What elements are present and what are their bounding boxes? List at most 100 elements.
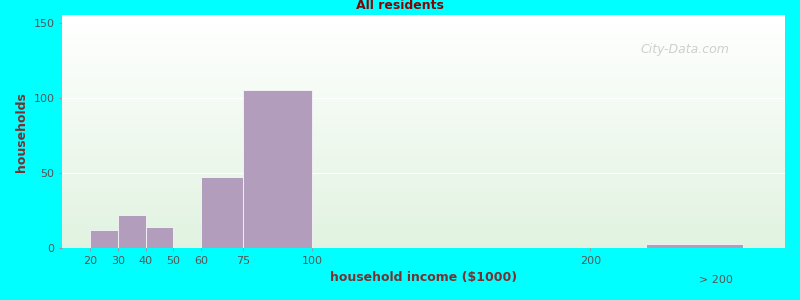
Bar bbox=[62, 231, 785, 232]
Bar bbox=[62, 211, 785, 212]
Y-axis label: households: households bbox=[15, 92, 28, 172]
Bar bbox=[62, 105, 785, 106]
Bar bbox=[62, 214, 785, 215]
Bar bbox=[62, 45, 785, 46]
Bar bbox=[62, 61, 785, 63]
Bar bbox=[62, 122, 785, 123]
Bar bbox=[62, 77, 785, 78]
Bar bbox=[62, 133, 785, 134]
Bar bbox=[62, 21, 785, 22]
Bar bbox=[62, 106, 785, 107]
Bar bbox=[62, 218, 785, 219]
Bar bbox=[62, 246, 785, 247]
Bar bbox=[62, 188, 785, 189]
Bar bbox=[62, 176, 785, 177]
Bar bbox=[62, 26, 785, 27]
Bar bbox=[62, 137, 785, 139]
Bar bbox=[62, 190, 785, 191]
Bar bbox=[62, 64, 785, 65]
Bar bbox=[62, 199, 785, 200]
Bar bbox=[62, 68, 785, 69]
Bar bbox=[62, 182, 785, 183]
Bar bbox=[62, 103, 785, 105]
Bar bbox=[62, 38, 785, 40]
Bar bbox=[62, 28, 785, 29]
Bar bbox=[62, 72, 785, 73]
Bar bbox=[62, 120, 785, 121]
Bar bbox=[62, 99, 785, 100]
Text: City-Data.com: City-Data.com bbox=[641, 43, 730, 56]
Bar bbox=[62, 58, 785, 59]
Bar bbox=[62, 127, 785, 128]
Bar bbox=[62, 29, 785, 30]
Bar bbox=[62, 196, 785, 197]
Bar bbox=[62, 90, 785, 91]
Bar bbox=[62, 143, 785, 144]
Bar bbox=[62, 240, 785, 241]
Bar bbox=[62, 97, 785, 98]
Bar bbox=[62, 20, 785, 21]
Bar bbox=[62, 34, 785, 35]
Bar bbox=[62, 70, 785, 71]
Bar bbox=[62, 22, 785, 23]
Bar bbox=[62, 224, 785, 225]
Bar bbox=[62, 31, 785, 32]
Bar bbox=[62, 95, 785, 97]
Bar bbox=[62, 53, 785, 55]
Bar bbox=[62, 27, 785, 28]
Bar bbox=[62, 192, 785, 194]
Bar bbox=[62, 79, 785, 80]
Bar bbox=[62, 121, 785, 122]
Bar bbox=[62, 94, 785, 95]
Bar bbox=[62, 178, 785, 179]
Bar bbox=[62, 126, 785, 127]
Bar bbox=[62, 160, 785, 161]
Bar bbox=[62, 110, 785, 111]
Bar bbox=[62, 113, 785, 114]
Bar bbox=[243, 90, 312, 248]
Bar bbox=[62, 210, 785, 211]
Bar bbox=[62, 74, 785, 76]
Bar bbox=[62, 205, 785, 206]
Bar bbox=[62, 146, 785, 147]
Bar bbox=[62, 230, 785, 231]
Bar bbox=[62, 221, 785, 223]
Bar bbox=[62, 55, 785, 56]
Bar bbox=[62, 228, 785, 230]
Bar bbox=[62, 208, 785, 210]
Bar bbox=[62, 87, 785, 88]
Bar bbox=[62, 100, 785, 101]
Bar bbox=[62, 157, 785, 158]
Bar bbox=[62, 215, 785, 217]
Bar bbox=[62, 88, 785, 90]
Bar bbox=[62, 129, 785, 130]
Bar bbox=[62, 185, 785, 186]
Bar bbox=[62, 36, 785, 37]
Bar bbox=[62, 156, 785, 157]
Bar bbox=[146, 227, 174, 248]
Bar bbox=[62, 17, 785, 19]
Bar bbox=[62, 239, 785, 240]
Bar bbox=[62, 238, 785, 239]
Bar bbox=[62, 170, 785, 171]
Bar bbox=[62, 24, 785, 26]
Bar bbox=[62, 15, 785, 16]
Bar bbox=[62, 111, 785, 112]
Bar bbox=[62, 147, 785, 148]
Bar bbox=[62, 73, 785, 74]
Bar bbox=[62, 148, 785, 149]
Bar bbox=[62, 114, 785, 115]
Bar bbox=[62, 118, 785, 119]
Bar bbox=[62, 123, 785, 124]
Bar bbox=[62, 139, 785, 140]
Bar bbox=[62, 155, 785, 156]
Bar bbox=[62, 130, 785, 132]
Bar bbox=[62, 19, 785, 20]
Bar bbox=[62, 144, 785, 145]
Bar bbox=[62, 153, 785, 154]
Bar bbox=[62, 184, 785, 185]
Bar bbox=[62, 49, 785, 50]
Bar bbox=[62, 43, 785, 44]
Bar bbox=[62, 116, 785, 118]
Bar bbox=[62, 135, 785, 136]
